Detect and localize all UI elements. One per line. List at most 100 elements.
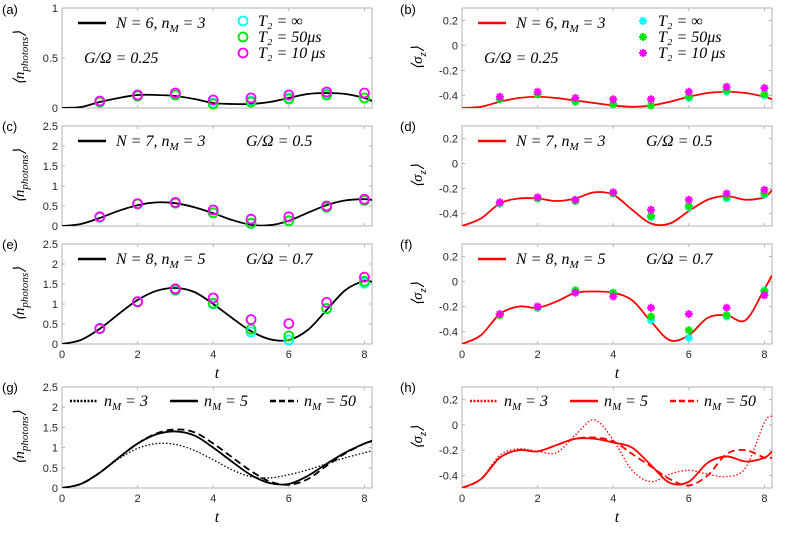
- data-point: [359, 87, 370, 99]
- y-tick-label: 0.5: [43, 53, 58, 65]
- panel-label: (g): [2, 380, 18, 395]
- legend-label-dotted: nM = 3: [504, 393, 548, 413]
- star-stroke: [685, 310, 693, 318]
- data-point: [609, 188, 618, 197]
- legend-t2-infinity-label: T₂ = ∞: [658, 13, 703, 30]
- data-point: [359, 275, 370, 287]
- data-point: [684, 195, 693, 204]
- plot-area: [62, 92, 372, 108]
- y-tick-label: -0.2: [439, 445, 458, 457]
- x-tick-label: 6: [286, 493, 292, 505]
- data-point: [283, 89, 295, 101]
- plot-frame: [461, 243, 773, 345]
- legend-label-solid: nM = 5: [204, 393, 248, 413]
- data-point: [321, 302, 333, 314]
- x-axis-label: t: [215, 509, 220, 526]
- legend-t2-infinity-marker: [237, 15, 249, 27]
- star-stroke: [723, 83, 731, 91]
- y-axis-label: ⟨nphotons⟩: [12, 267, 31, 321]
- panel-label: (b): [400, 2, 416, 17]
- panel-g: (g) 0 0.5 1 1.5 2 2.5 0 2 4 6 8 t ⟨nphotons⟩ nM = 3 nM …: [2, 380, 373, 526]
- star-stroke: [723, 311, 731, 319]
- star-stroke: [639, 49, 647, 57]
- data-point: [760, 291, 769, 300]
- legend-t2-10us-marker: [237, 47, 249, 59]
- x-tick-label: 4: [210, 349, 216, 361]
- x-tick-label: 6: [686, 493, 692, 505]
- y-tick-label: 0.2: [443, 16, 458, 28]
- curve-solid: [62, 430, 372, 488]
- coupling-annotation: G/Ω = 0.5: [646, 133, 712, 150]
- plot-frame: [461, 386, 773, 489]
- data-point: [245, 217, 257, 229]
- data-point: [170, 283, 181, 295]
- x-tick-label: 4: [610, 349, 616, 361]
- x-tick-label: 2: [535, 493, 541, 505]
- data-point: [684, 326, 693, 335]
- star-stroke: [609, 292, 617, 301]
- y-tick-label: 1: [52, 299, 58, 311]
- star-stroke: [647, 212, 655, 220]
- data-point: [207, 292, 219, 304]
- star-stroke: [760, 84, 768, 92]
- legend-t2-infinity-marker: [639, 17, 647, 25]
- y-tick-label: 1: [52, 181, 58, 193]
- legend-label-solid: nM = 5: [604, 393, 648, 413]
- x-tick-label: 4: [210, 493, 216, 505]
- data-point: [207, 297, 219, 309]
- y-tick-label: -0.4: [439, 91, 458, 103]
- legend-line-label: N = 8, nM = 5: [515, 251, 605, 271]
- data-point: [533, 193, 542, 202]
- panel-label: (e): [2, 237, 18, 252]
- y-tick-label: 0.2: [443, 134, 458, 146]
- star-stroke: [639, 17, 647, 25]
- legend-label-dotted: nM = 3: [104, 393, 148, 413]
- panel-label: (f): [400, 237, 412, 252]
- coupling-annotation: G/Ω = 0.25: [84, 50, 158, 67]
- data-point: [94, 211, 106, 223]
- y-tick-label: 0: [452, 159, 458, 171]
- panel-label: (c): [2, 119, 17, 134]
- y-tick-label: 2: [52, 402, 58, 414]
- coupling-annotation: G/Ω = 0.7: [646, 251, 713, 268]
- plot-frame: [61, 125, 373, 227]
- coupling-annotation: G/Ω = 0.5: [246, 133, 312, 150]
- star-stroke: [723, 304, 731, 312]
- star-stroke: [571, 289, 579, 297]
- data-point: [647, 312, 656, 321]
- x-tick-label: 0: [459, 349, 465, 361]
- legend-t2-10us-label: T₂ = 10 μs: [658, 45, 726, 62]
- y-axis-label: ⟨σz⟩: [410, 46, 429, 70]
- data-point: [132, 198, 144, 210]
- panel-c: (c) 0 0.5 1 1.5 2 2.5 ⟨nphotons⟩ N = 7, nM = 3 G/…: [2, 119, 373, 233]
- data-point: [283, 215, 295, 227]
- y-tick-label: 0.5: [43, 319, 58, 331]
- y-axis-label: ⟨nphotons⟩: [12, 149, 31, 203]
- star-stroke: [496, 198, 504, 206]
- star-stroke: [609, 95, 617, 103]
- data-point: [571, 195, 580, 204]
- plot-frame: [461, 7, 773, 109]
- data-point: [359, 271, 370, 283]
- legend-t2-10us-label: T₂ = 10 μs: [258, 45, 326, 62]
- star-stroke: [496, 93, 504, 101]
- y-tick-label: 2.5: [43, 239, 58, 251]
- star-stroke: [685, 88, 693, 96]
- x-tick-label: 2: [135, 349, 141, 361]
- star-stroke: [534, 193, 542, 201]
- plot-area: [62, 428, 372, 488]
- x-tick-label: 8: [361, 493, 367, 505]
- y-tick-label: 0.5: [43, 201, 58, 213]
- data-point: [684, 333, 693, 342]
- theory-curve: [62, 279, 372, 344]
- y-axis-label: ⟨nphotons⟩: [12, 410, 31, 464]
- x-tick-label: 2: [535, 349, 541, 361]
- star-stroke: [723, 189, 731, 198]
- theory-curve: [62, 92, 372, 108]
- data-point: [495, 92, 504, 101]
- data-point: [359, 193, 370, 205]
- x-tick-label: 0: [59, 493, 65, 505]
- star-stroke: [685, 196, 693, 204]
- y-tick-label: 0: [52, 103, 58, 115]
